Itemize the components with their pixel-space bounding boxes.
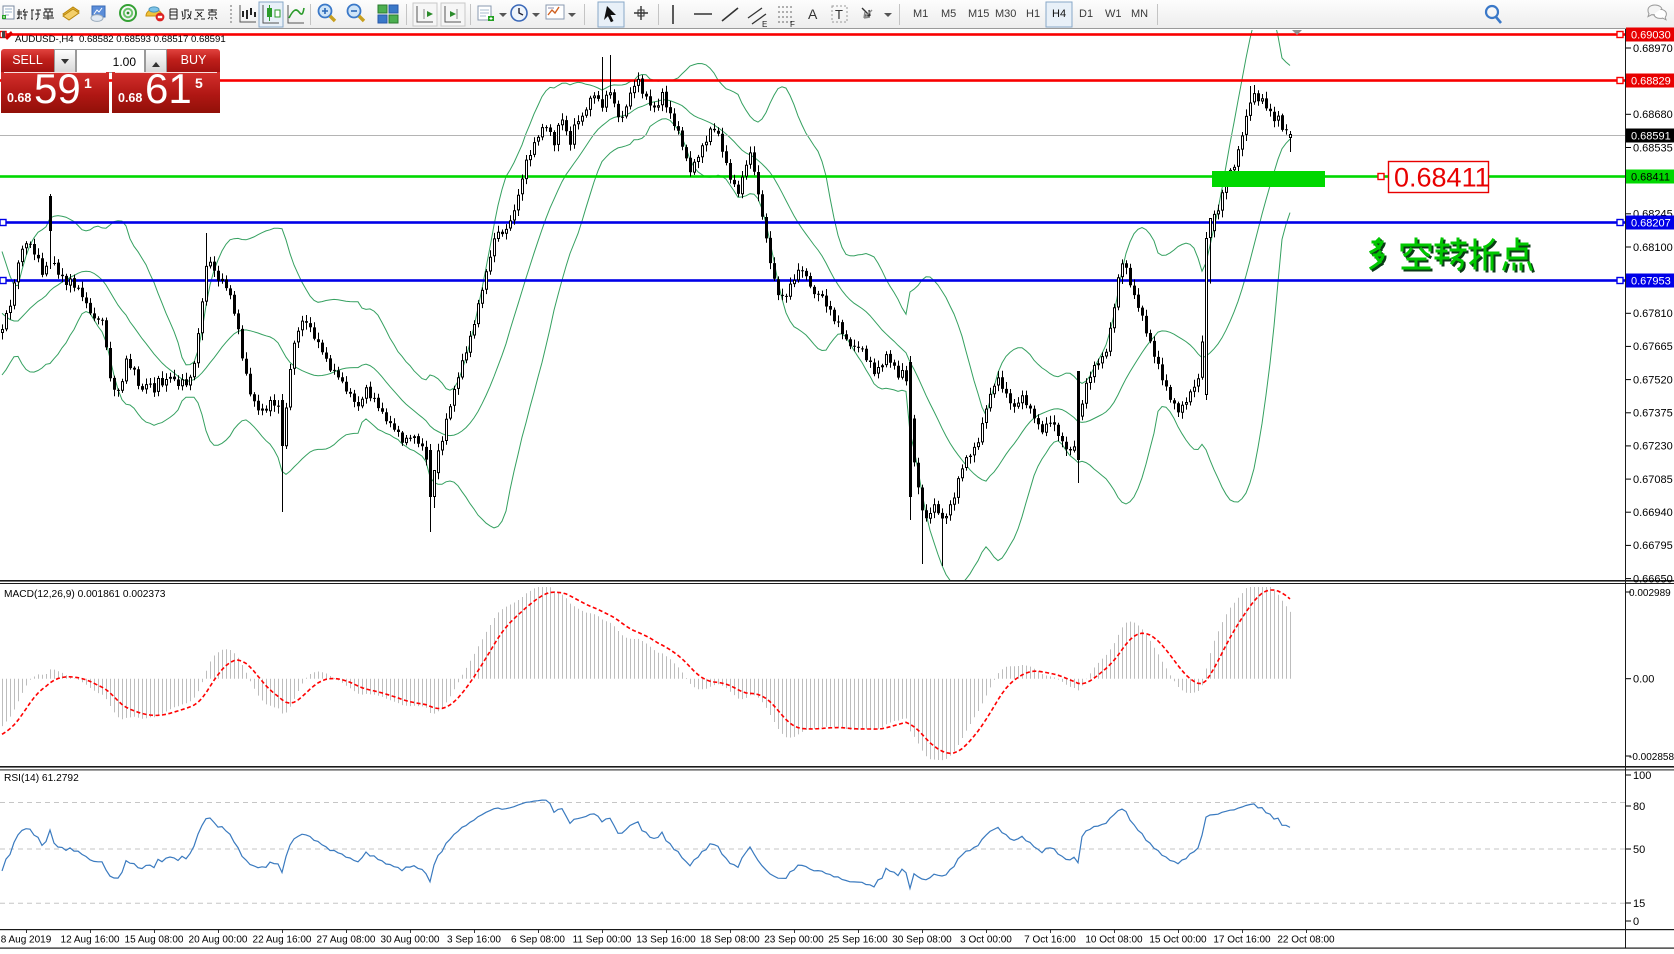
svg-text:30 Aug 00:00: 30 Aug 00:00 [381,935,440,946]
svg-text:0.68411: 0.68411 [1631,171,1670,183]
svg-text:3 Oct 00:00: 3 Oct 00:00 [960,935,1012,946]
svg-text:7 Oct 16:00: 7 Oct 16:00 [1024,935,1076,946]
svg-text:0.67665: 0.67665 [1633,341,1673,353]
svg-text:18 Sep 08:00: 18 Sep 08:00 [700,935,760,946]
svg-text:-0.002858: -0.002858 [1629,752,1674,763]
svg-text:30 Sep 08:00: 30 Sep 08:00 [892,935,952,946]
svg-text:13 Sep 16:00: 13 Sep 16:00 [636,935,696,946]
svg-text:25 Sep 16:00: 25 Sep 16:00 [828,935,888,946]
svg-text:0.00: 0.00 [1633,674,1654,686]
svg-text:RSI(14) 61.2792: RSI(14) 61.2792 [4,773,79,784]
svg-text:0.66795: 0.66795 [1633,540,1673,552]
svg-text:0: 0 [1633,916,1639,928]
svg-text:0.68100: 0.68100 [1633,242,1673,254]
svg-text:E: E [762,20,767,29]
svg-text:0.66650: 0.66650 [1633,573,1673,585]
svg-text:F: F [790,20,795,29]
svg-text:0.67810: 0.67810 [1633,308,1673,320]
svg-text:15 Oct 00:00: 15 Oct 00:00 [1149,935,1207,946]
svg-text:0.68829: 0.68829 [1631,75,1671,87]
svg-text:T: T [835,7,843,22]
svg-text:0.68680: 0.68680 [1633,109,1673,121]
svg-text:80: 80 [1633,801,1645,813]
svg-text:0.68207: 0.68207 [1631,217,1671,229]
svg-text:50: 50 [1633,844,1645,856]
svg-text:100: 100 [1633,770,1651,782]
svg-text:3 Sep 16:00: 3 Sep 16:00 [447,935,501,946]
svg-text:20 Aug 00:00: 20 Aug 00:00 [189,935,248,946]
svg-text:0.68591: 0.68591 [1631,130,1671,142]
svg-text:MACD(12,26,9) 0.001861 0.00237: MACD(12,26,9) 0.001861 0.002373 [4,589,166,600]
svg-text:0.66940: 0.66940 [1633,507,1673,519]
svg-text:12 Aug 16:00: 12 Aug 16:00 [61,935,120,946]
svg-text:10 Oct 08:00: 10 Oct 08:00 [1085,935,1143,946]
svg-text:11 Sep 00:00: 11 Sep 00:00 [573,935,632,946]
svg-text:0.68970: 0.68970 [1633,43,1673,55]
svg-text:22 Oct 08:00: 22 Oct 08:00 [1277,935,1335,946]
svg-text:22 Aug 16:00: 22 Aug 16:00 [253,935,312,946]
svg-text:0.67085: 0.67085 [1633,474,1673,486]
svg-text:A: A [808,6,818,22]
svg-text:15: 15 [1633,898,1645,910]
svg-text:8 Aug 2019: 8 Aug 2019 [1,935,52,946]
svg-text:17 Oct 16:00: 17 Oct 16:00 [1213,935,1271,946]
svg-text:6 Sep 08:00: 6 Sep 08:00 [511,935,565,946]
svg-text:0.002989: 0.002989 [1629,588,1671,599]
svg-text:0.68411: 0.68411 [1394,163,1490,193]
svg-text:AUDUSD-,H4 0.68582 0.68593 0.: AUDUSD-,H4 0.68582 0.68593 0.68517 0.685… [15,34,226,45]
svg-text:0.67520: 0.67520 [1633,374,1673,386]
svg-text:27 Aug 08:00: 27 Aug 08:00 [317,935,376,946]
svg-text:0.69030: 0.69030 [1631,29,1671,41]
svg-text:0.67375: 0.67375 [1633,408,1673,420]
svg-text:0.67230: 0.67230 [1633,441,1673,453]
svg-text:0.68535: 0.68535 [1633,142,1673,154]
svg-text:15 Aug 08:00: 15 Aug 08:00 [125,935,184,946]
svg-text:0.67953: 0.67953 [1631,275,1671,287]
svg-text:23 Sep 00:00: 23 Sep 00:00 [764,935,824,946]
